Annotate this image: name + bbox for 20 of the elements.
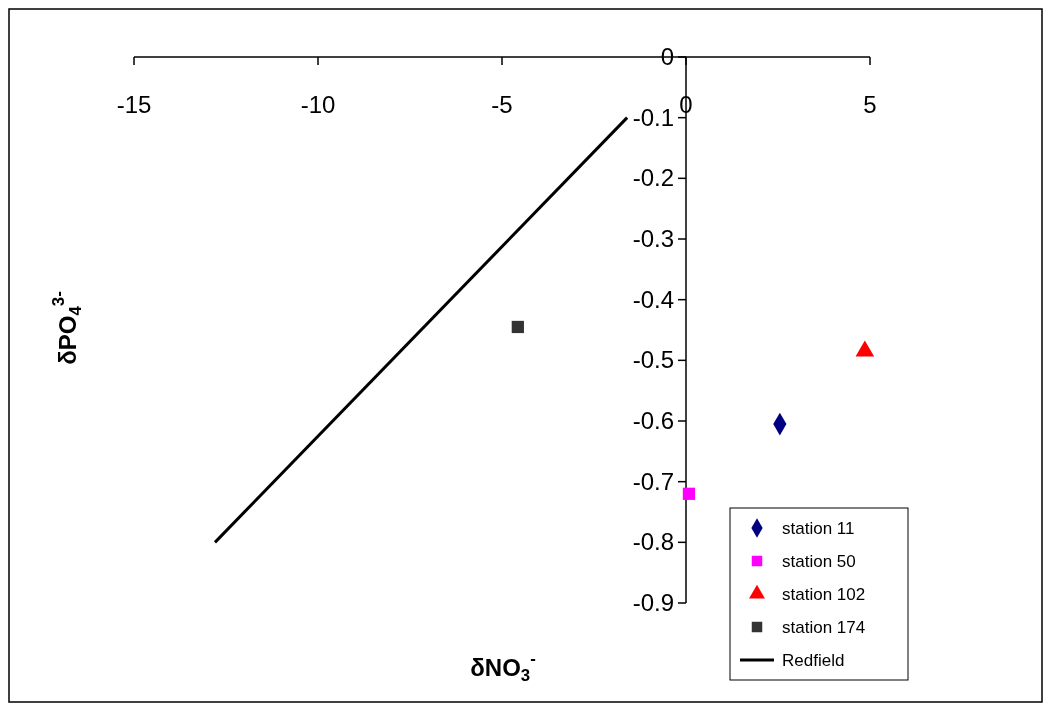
x-tick-label: -5: [491, 91, 513, 118]
legend-label: station 50: [782, 552, 856, 571]
x-tick-label: -10: [300, 91, 336, 118]
legend-label: station 174: [782, 618, 866, 637]
y-tick-label: -0.7: [632, 467, 674, 495]
y-tick-label: -0.6: [632, 407, 674, 434]
y-tick-label: -0.8: [632, 528, 674, 556]
point: [682, 487, 696, 500]
point: [511, 320, 524, 334]
legend-label: station 11: [782, 519, 855, 538]
y-tick-label: -0.5: [632, 346, 674, 374]
y-tick-label: -0.1: [632, 103, 674, 131]
legend-label: station 102: [782, 585, 866, 604]
y-tick-label: -0.4: [632, 285, 674, 313]
y-tick-label: -0.9: [632, 589, 674, 616]
legend-label: Redfield: [782, 651, 845, 670]
x-tick-label: -15: [116, 91, 152, 118]
y-tick-label: -0.2: [632, 164, 674, 192]
x-tick-label: 5: [863, 91, 877, 118]
y-tick-label: -0.3: [632, 225, 674, 252]
